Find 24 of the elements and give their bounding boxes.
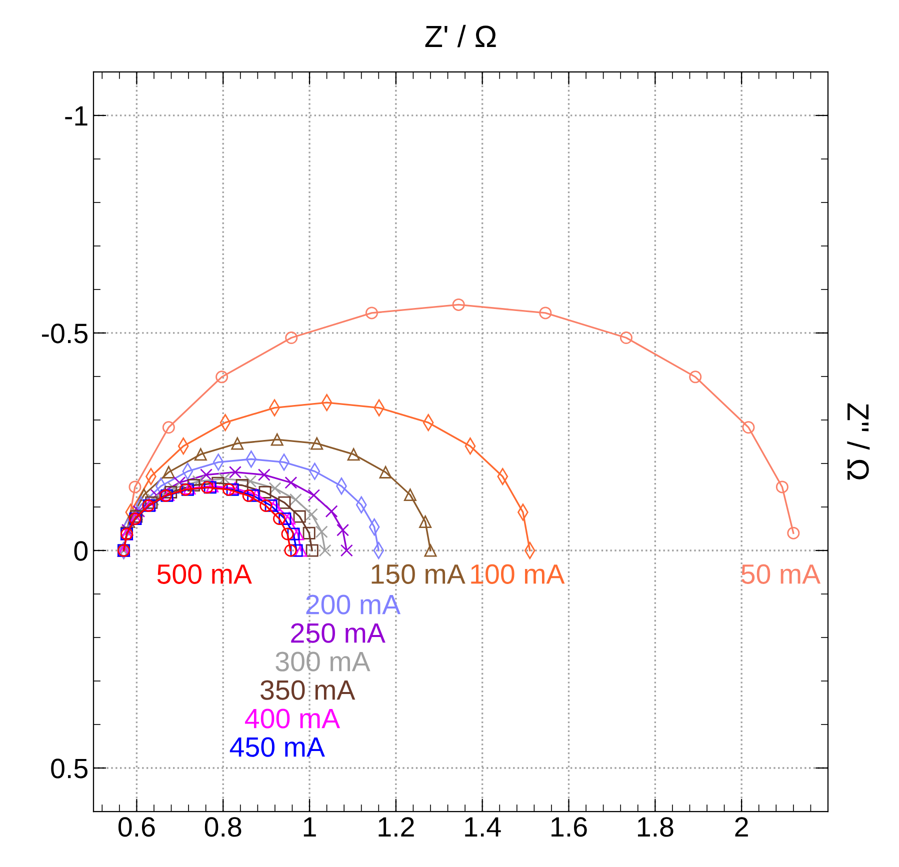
text: 400 mA: [245, 708, 340, 728]
text: 350 mA: [260, 680, 356, 700]
x-tick-label: 1.8: [638, 817, 674, 837]
y-tick-label: 0: [74, 541, 88, 561]
x-tick-label: 1: [304, 817, 316, 837]
text: 450 mA: [230, 737, 325, 757]
text: 300 mA: [276, 652, 370, 672]
y-axis-title: Z'' / Ω: [847, 403, 870, 480]
x-tick-label: 1.2: [378, 817, 414, 837]
x-tick-label: 2: [735, 817, 748, 837]
x-tick-label: 0.8: [204, 817, 242, 837]
x-tick-label: 1.4: [465, 817, 501, 837]
series-label: 150 mA: [372, 564, 466, 584]
series-label: 500 mA: [157, 564, 252, 584]
series-label: 200 mA: [306, 594, 401, 614]
series-label: 50 mA: [741, 564, 821, 584]
y-tick-label: -1: [65, 106, 88, 126]
text: 250 mA: [291, 623, 386, 643]
y-tick-label: 0.5: [51, 758, 88, 778]
series-label: 100 mA: [471, 564, 565, 584]
x-tick-label: 1.6: [552, 817, 587, 837]
x-tick-label: 0.6: [118, 817, 155, 837]
y-tick-label: -0.5: [42, 324, 88, 344]
x-axis-title: Z' / Ω: [425, 24, 496, 48]
